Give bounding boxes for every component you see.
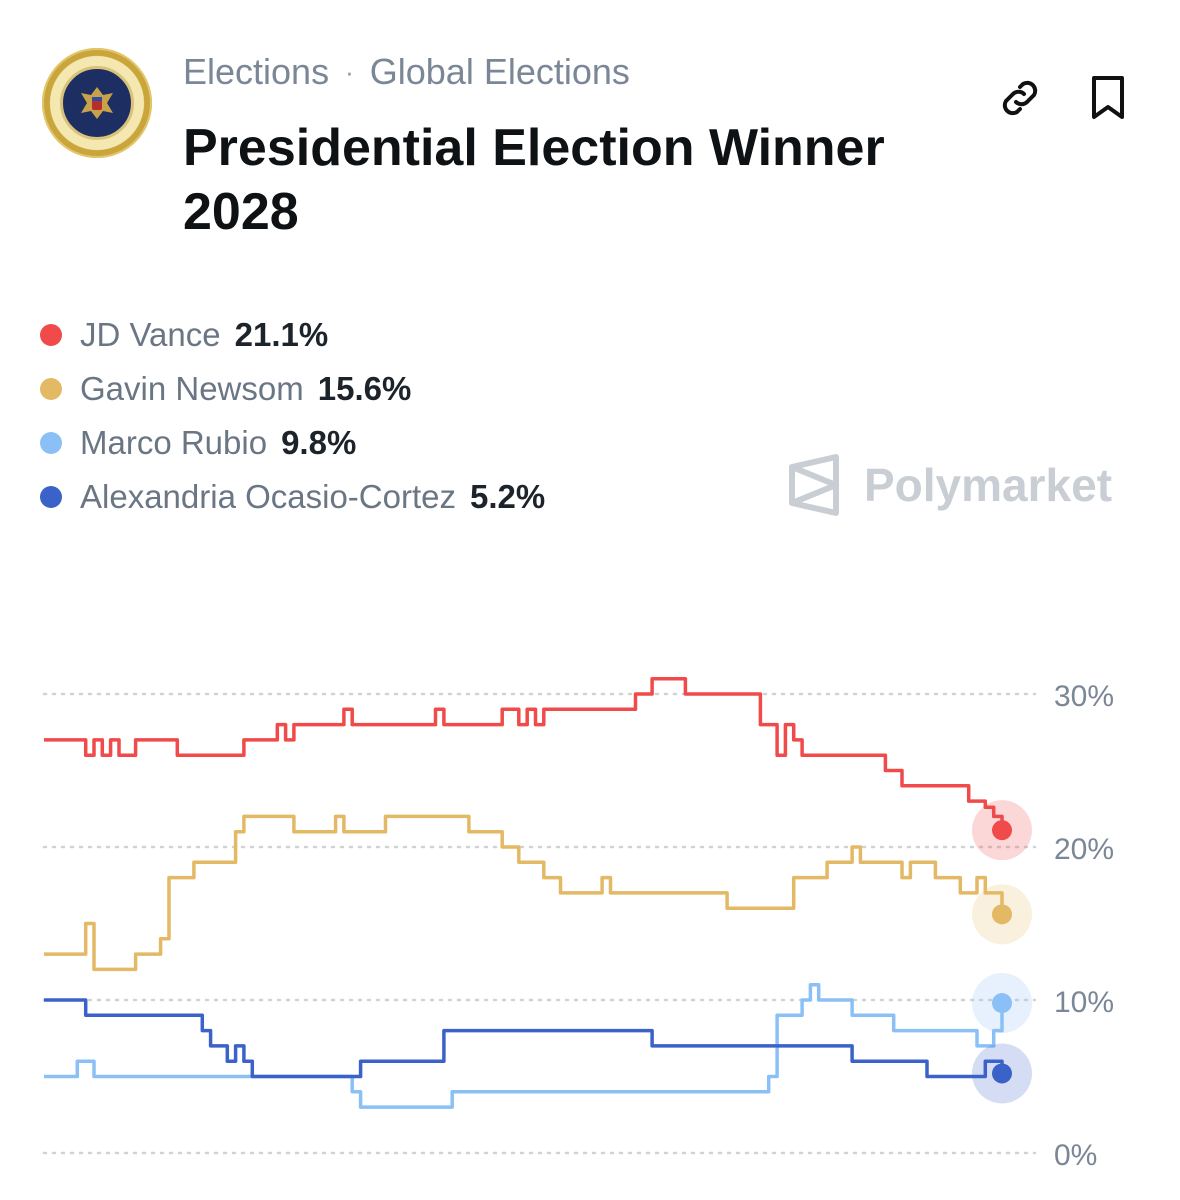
y-tick-label: 30% bbox=[1054, 680, 1114, 713]
series-line-alexandria-ocasio-cortez bbox=[44, 998, 1004, 1079]
legend-dot bbox=[40, 324, 62, 346]
bookmark-icon bbox=[1092, 76, 1124, 119]
breadcrumb: Elections · Global Elections bbox=[183, 50, 630, 94]
y-tick-label: 20% bbox=[1054, 833, 1114, 866]
legend-item-gavin-newsom: Gavin Newsom 15.6% bbox=[40, 362, 545, 416]
legend-dot bbox=[40, 378, 62, 400]
legend-name: Marco Rubio bbox=[80, 424, 268, 461]
legend-value: 5.2% bbox=[470, 478, 546, 515]
bookmark-button[interactable] bbox=[1084, 74, 1132, 122]
legend-value: 9.8% bbox=[281, 424, 357, 461]
link-icon bbox=[1002, 80, 1038, 116]
breadcrumb-global-elections[interactable]: Global Elections bbox=[369, 51, 630, 92]
page-title: Presidential Election Winner 2028 bbox=[183, 119, 885, 241]
series-line-marco-rubio bbox=[44, 982, 1004, 1109]
polymarket-logo-icon bbox=[789, 454, 839, 516]
link-button[interactable] bbox=[996, 74, 1044, 122]
breadcrumb-separator: · bbox=[345, 56, 354, 87]
legend-name: Alexandria Ocasio-Cortez bbox=[80, 478, 456, 515]
legend-dot bbox=[40, 486, 62, 508]
endpoint-dot-jd-vance bbox=[992, 820, 1012, 841]
legend-dot bbox=[40, 432, 62, 454]
series-line-gavin-newsom bbox=[44, 814, 1004, 972]
presidential-seal-icon bbox=[42, 48, 152, 158]
endpoint-dot-gavin-newsom bbox=[992, 904, 1012, 925]
breadcrumb-elections[interactable]: Elections bbox=[183, 51, 330, 92]
y-tick-label: 10% bbox=[1054, 986, 1114, 1019]
y-tick-label: 0% bbox=[1054, 1139, 1097, 1172]
endpoint-dot-marco-rubio bbox=[992, 993, 1012, 1014]
legend-value: 21.1% bbox=[234, 316, 329, 353]
legend-name: Gavin Newsom bbox=[80, 370, 304, 407]
price-history-chart: 0% 10% 20% 30% bbox=[42, 676, 1114, 1172]
chart-legend: JD Vance 21.1% Gavin Newsom 15.6% Marco … bbox=[40, 308, 545, 524]
legend-item-jd-vance: JD Vance 21.1% bbox=[40, 308, 545, 362]
legend-item-marco-rubio: Marco Rubio 9.8% bbox=[40, 416, 545, 470]
series-line-jd-vance bbox=[44, 676, 1004, 831]
legend-value: 15.6% bbox=[317, 370, 412, 407]
legend-name: JD Vance bbox=[80, 316, 221, 353]
legend-item-alexandria-ocasio-cortez: Alexandria Ocasio-Cortez 5.2% bbox=[40, 470, 545, 524]
polymarket-watermark: Polymarket bbox=[786, 452, 1112, 518]
endpoint-dot-alexandria-ocasio-cortez bbox=[992, 1063, 1012, 1084]
watermark-text: Polymarket bbox=[864, 459, 1113, 511]
